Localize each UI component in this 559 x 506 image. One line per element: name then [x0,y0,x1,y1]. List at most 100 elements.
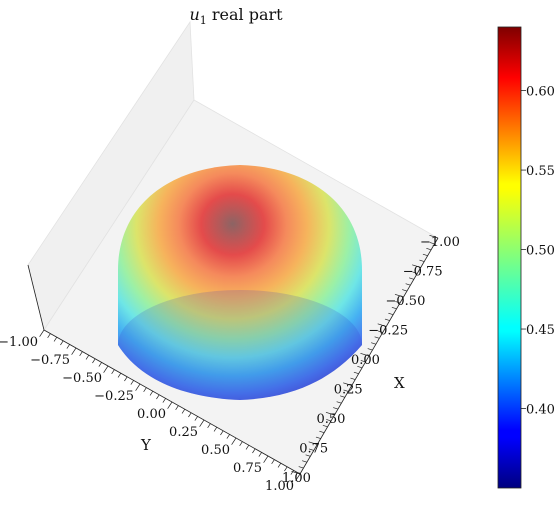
y-minor-tick [239,441,243,446]
y-minor-tick [149,391,154,396]
y-major-tick [167,401,173,409]
x-major-tick [343,382,352,386]
y-axis-label: Y [140,436,152,454]
y-major-tick [263,455,269,463]
x-minor-tick [395,301,401,304]
colorbar-bar [497,26,522,489]
y-minor-tick [220,430,224,436]
surface-shading [118,290,362,400]
y-minor-tick [124,376,128,382]
x-tick-label: 1.00 [282,471,311,486]
colorbar-tick-label: 0.45 [526,323,555,338]
y-major-tick [199,419,205,427]
y-minor-tick [175,405,179,410]
y-major-tick [231,437,237,445]
y-minor-tick [92,358,96,364]
x-minor-tick [333,407,339,410]
x-minor-tick [374,336,380,339]
y-minor-tick [213,427,218,432]
x-axis-label: X [394,374,405,392]
title-rest: real part [207,5,283,24]
x-major-tick [429,234,439,239]
x-minor-tick [353,371,359,375]
surface-plot [118,165,362,400]
x-major-tick [394,293,404,298]
y-minor-tick [60,340,64,346]
colorbar-tick-label: 0.55 [526,164,555,179]
chart-title: u1 real part [189,5,283,27]
x-minor-tick [326,419,332,422]
y-minor-tick [66,344,70,349]
x-tick-label: −0.75 [403,265,443,280]
x-minor-tick [384,318,390,321]
x-major-tick [308,441,318,445]
y-minor-tick [130,380,134,385]
y-minor-tick [271,459,275,464]
x-minor-tick [302,460,308,463]
y-tick-label: −1.00 [0,335,38,350]
x-minor-tick [322,424,328,428]
x-minor-tick [391,306,397,310]
y-minor-tick [117,373,122,378]
x-minor-tick [357,365,363,369]
x-minor-tick [319,430,325,434]
x-major-tick [325,411,335,416]
y-minor-tick [245,445,250,450]
x-minor-tick [315,436,321,439]
x-minor-tick [350,377,356,380]
x-minor-tick [429,242,435,245]
x-minor-tick [408,277,414,280]
x-minor-tick [412,271,418,274]
x-tick-label: −0.25 [368,324,408,339]
x-minor-tick [419,259,425,262]
y-tick-label: 0.50 [201,443,230,458]
x-tick-label: −0.50 [386,294,426,309]
y-tick-label: −0.75 [30,353,70,368]
x-tick-label: −1.00 [420,235,460,250]
y-minor-tick [252,448,256,454]
y-major-tick [103,365,109,373]
y-minor-tick [188,412,192,418]
y-major-tick [295,473,301,481]
x-minor-tick [308,448,314,451]
x-minor-tick [339,395,345,398]
x-tick-label: 0.75 [299,442,328,457]
colorbar-tick-label: 0.60 [526,85,555,100]
x-minor-tick [388,312,394,316]
x-major-tick [360,352,370,357]
surface-dome [118,165,362,400]
y-minor-tick [53,337,58,342]
x-minor-tick [336,401,342,404]
x-major-tick [377,323,387,327]
colorbar-tick-label: 0.40 [526,403,555,418]
x-minor-tick [405,283,411,286]
x-minor-tick [422,253,428,257]
y-minor-tick [181,409,186,414]
y-minor-tick [226,434,230,439]
y-tick-label: 0.00 [137,407,166,422]
colorbar: 0.40 0.45 0.50 0.55 0.60 [497,26,555,489]
y-minor-tick [98,362,102,367]
x-tick-label: 0.00 [351,353,380,368]
x-minor-tick [360,360,366,363]
x-minor-tick [343,389,349,392]
y-major-tick [71,347,77,355]
y-major-tick [135,383,141,391]
x-major-tick [291,470,301,475]
x-axis-ticks: −1.00 −0.75 −0.50 −0.25 0.00 0.25 0.50 0.75 1.00 [282,234,460,486]
x-minor-tick [377,330,383,333]
x-minor-tick [305,454,311,457]
x-major-tick [412,264,421,268]
y-tick-label: −0.50 [62,371,102,386]
y-minor-tick [258,452,262,457]
x-minor-tick [367,348,373,351]
y-minor-tick [277,463,282,468]
y-minor-tick [111,369,115,374]
x-minor-tick [371,342,377,345]
y-tick-label: 0.75 [233,461,262,476]
y-tick-label: 1.00 [265,479,294,494]
title-subscript: 1 [200,14,207,27]
colorbar-ticks: 0.40 0.45 0.50 0.55 0.60 [521,85,555,418]
left-axis-edge [27,264,45,331]
